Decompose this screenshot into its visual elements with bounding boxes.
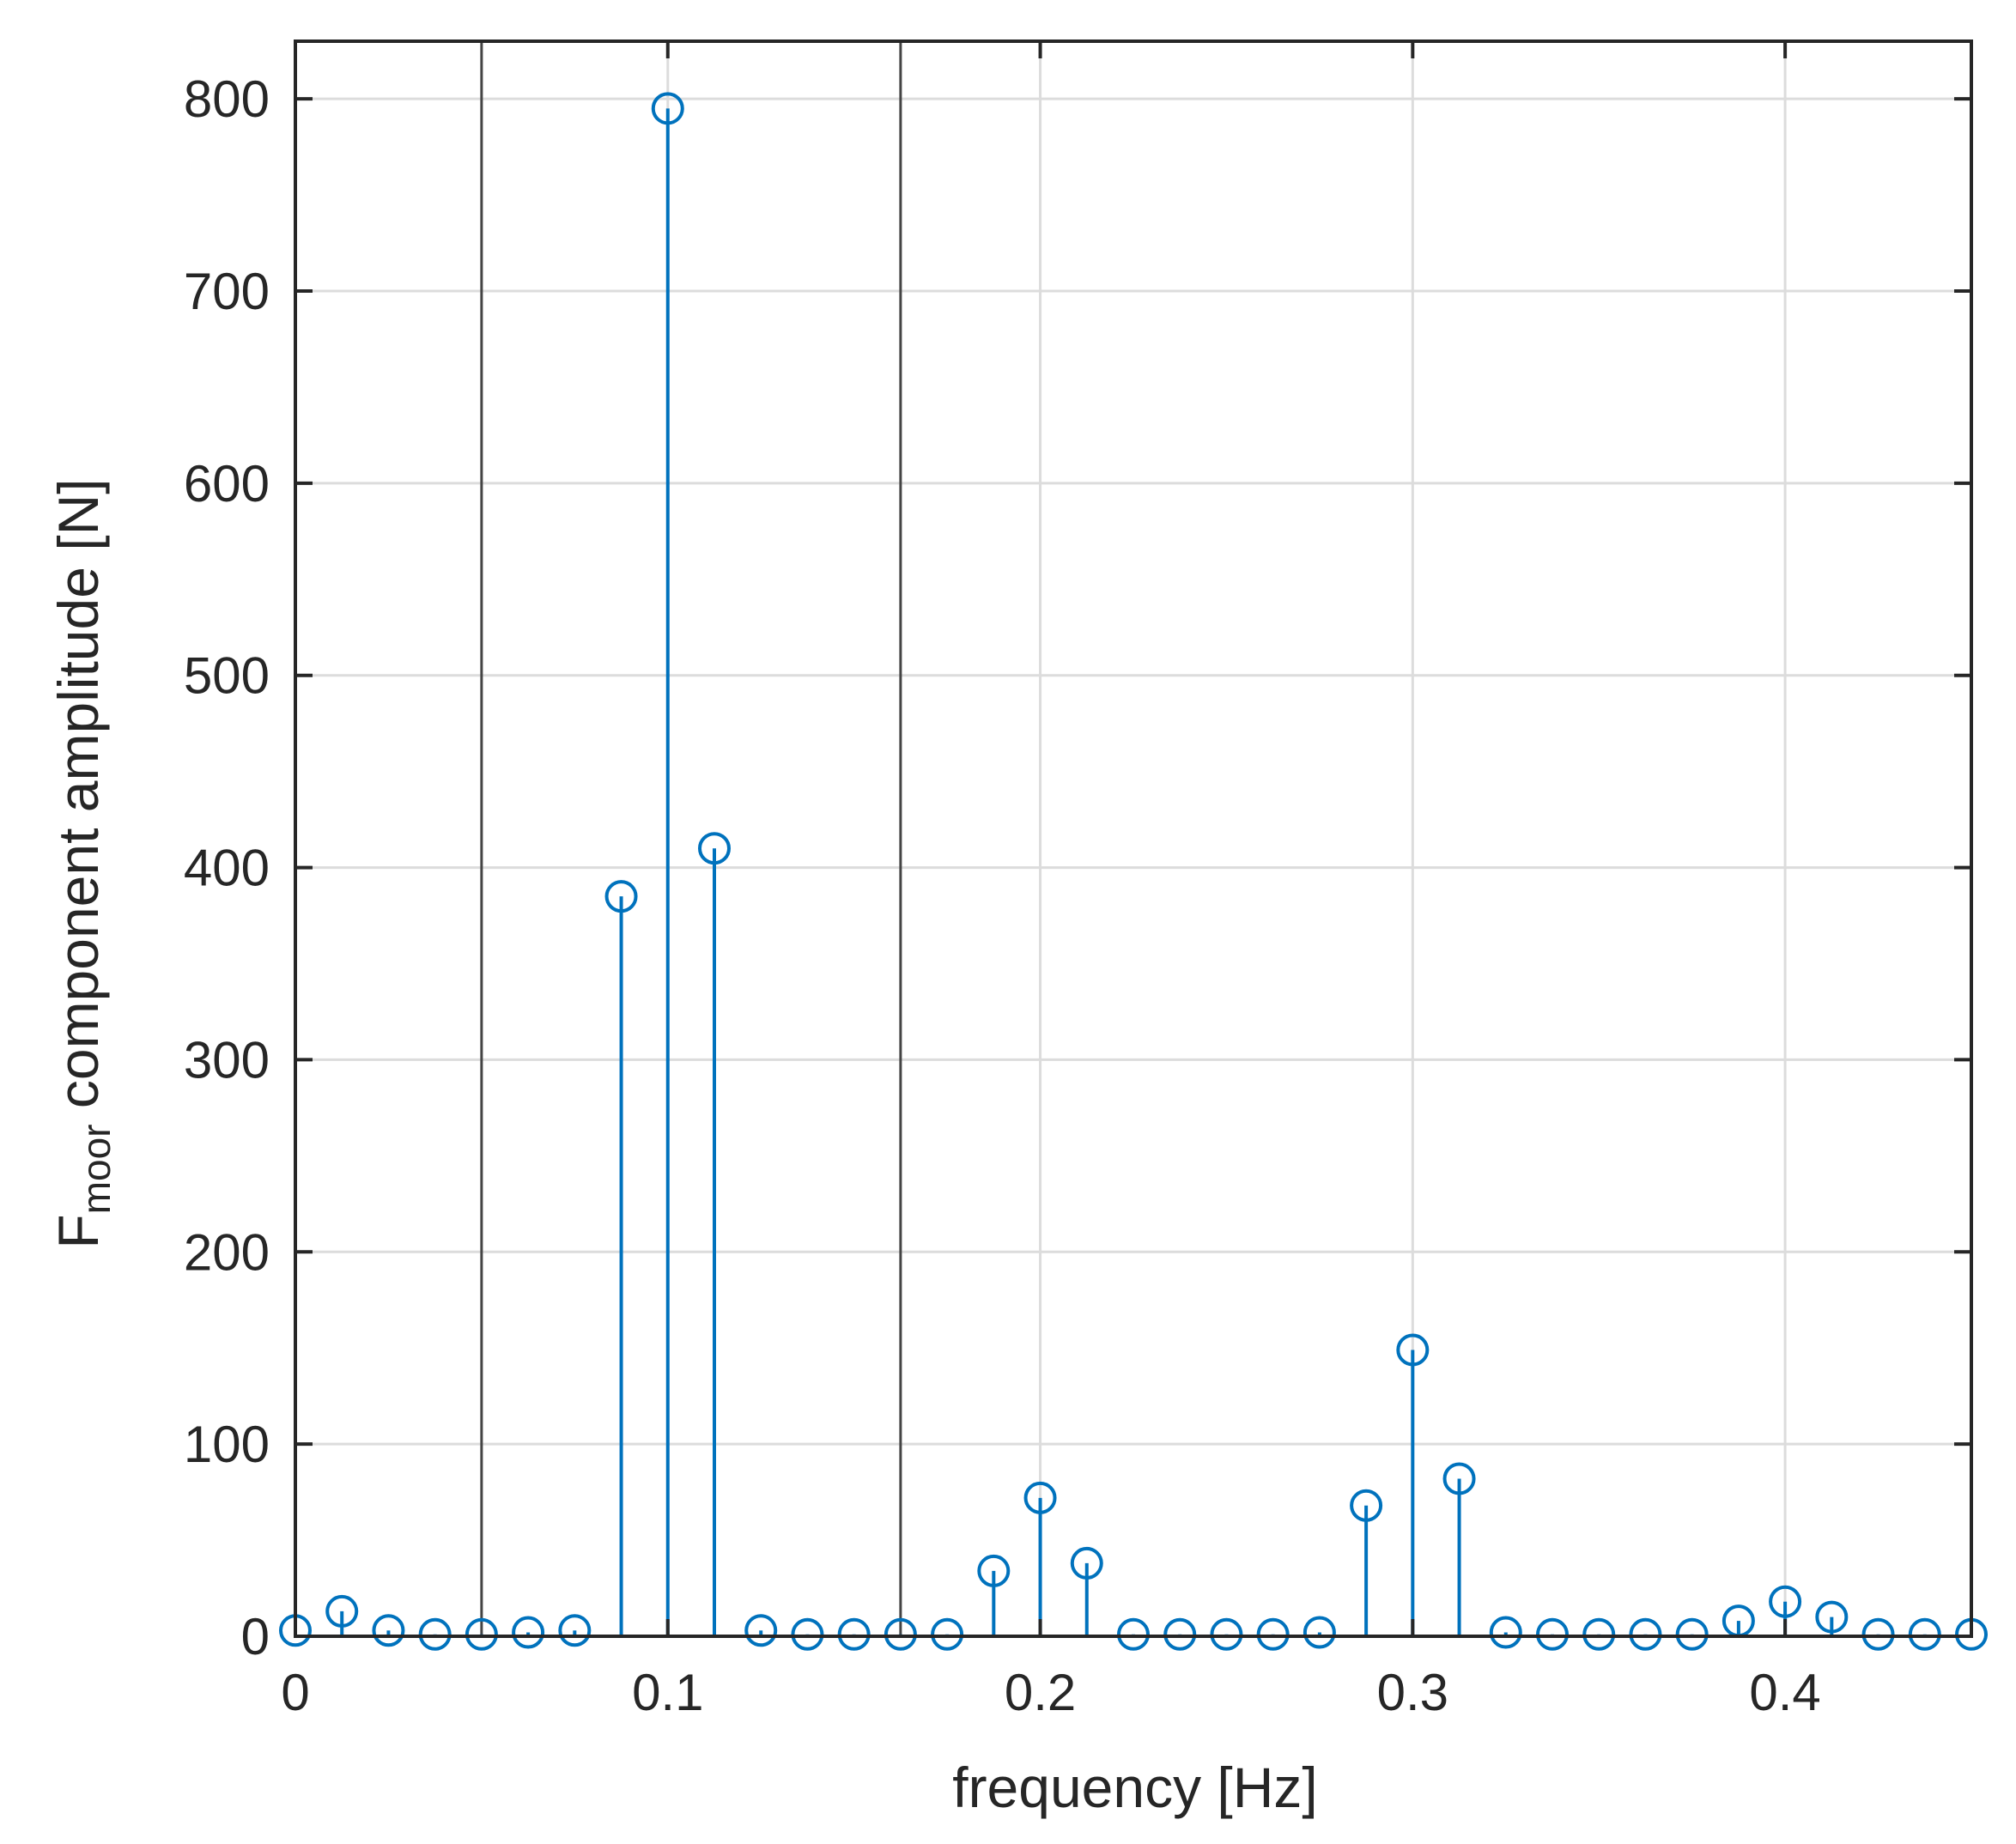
stem-marker: [884, 1617, 917, 1651]
stem-marker: [1861, 1617, 1895, 1651]
stem-marker: [1303, 1616, 1336, 1649]
stem-marker: [1536, 1617, 1569, 1651]
stem-marker: [1908, 1617, 1941, 1651]
stem-marker: [977, 1554, 1011, 1587]
stem-marker: [744, 1614, 778, 1647]
reference-lines: [480, 41, 902, 1636]
stem-marker: [558, 1614, 592, 1647]
x-axis-label: frequency [Hz]: [952, 1756, 1318, 1819]
grid: [294, 41, 1971, 1638]
stem-marker: [512, 1616, 545, 1649]
stem-marker: [465, 1617, 498, 1651]
stem-marker: [698, 832, 731, 865]
y-tick-label: 600: [184, 455, 270, 513]
stem-marker: [651, 92, 684, 125]
axes-box: [294, 39, 1973, 1638]
x-tick-label: 0.3: [1377, 1664, 1448, 1721]
stem-marker: [1023, 1481, 1057, 1514]
stem-marker: [1350, 1489, 1383, 1522]
stem-marker: [1442, 1462, 1476, 1495]
stem-marker: [372, 1614, 405, 1647]
x-tick-label: 0.1: [632, 1664, 703, 1721]
stem-marker: [325, 1594, 359, 1628]
stem-marker: [1675, 1617, 1709, 1651]
y-axis-label: Fmoor component amplitude [N]: [46, 478, 118, 1248]
y-axis-label-group: Fmoor component amplitude [N]: [46, 478, 118, 1248]
x-tick-label: 0.2: [1005, 1664, 1076, 1721]
stem-marker: [1582, 1617, 1616, 1651]
stem-marker: [1163, 1617, 1197, 1651]
stem-marker: [1256, 1617, 1290, 1651]
stem-marker: [418, 1617, 452, 1651]
y-axis-label-subscript: moor: [74, 1124, 118, 1214]
x-tick-labels: 0 0.1 0.2 0.3 0.4: [281, 1664, 1821, 1721]
axes: [294, 39, 1973, 1638]
stem-marker: [1769, 1585, 1802, 1618]
y-axis-label-main: F: [46, 1214, 110, 1248]
y-tick-labels: 0 100 200 300 400 500 600 700 800: [184, 70, 270, 1665]
y-tick-label: 500: [184, 647, 270, 705]
stem-marker: [1070, 1546, 1103, 1580]
stem-marker: [1629, 1617, 1662, 1651]
stem-marker: [837, 1617, 871, 1651]
stem-series: [279, 92, 1988, 1651]
y-tick-label: 400: [184, 840, 270, 897]
y-tick-label: 800: [184, 70, 270, 128]
stem-marker: [1489, 1616, 1522, 1649]
x-tick-label: 0: [281, 1664, 309, 1721]
x-tick-label: 0.4: [1749, 1664, 1820, 1721]
y-tick-label: 700: [184, 263, 270, 320]
stem-marker: [1117, 1617, 1150, 1651]
y-tick-label: 0: [241, 1608, 270, 1665]
stem-marker: [1396, 1333, 1430, 1367]
stem-marker: [1815, 1600, 1849, 1634]
stem-marker: [1210, 1617, 1243, 1651]
y-tick-label: 200: [184, 1223, 270, 1281]
stem-marker: [604, 880, 638, 913]
y-tick-label: 100: [184, 1416, 270, 1473]
y-axis-label-rest: component amplitude [N]: [46, 478, 110, 1124]
stem-marker: [791, 1617, 824, 1651]
y-tick-label: 300: [184, 1031, 270, 1089]
stem-marker: [931, 1617, 964, 1651]
